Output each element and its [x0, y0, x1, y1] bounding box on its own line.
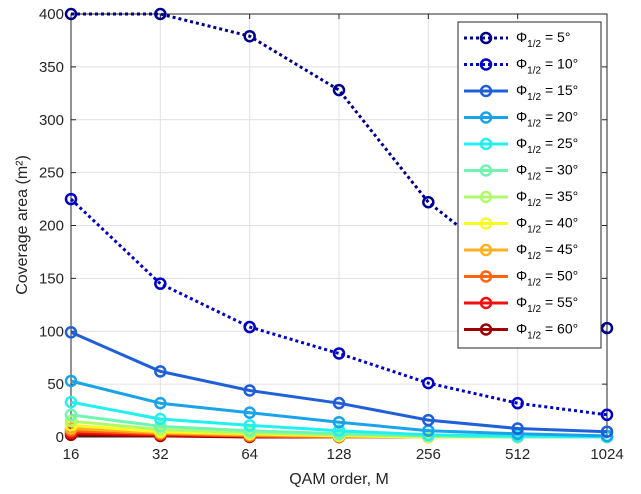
legend-label-7: Φ1/2 = 40°	[516, 215, 578, 236]
data-point-0-3	[332, 83, 346, 97]
data-point-1-0	[64, 192, 78, 206]
legend-label-3: Φ1/2 = 20°	[516, 109, 578, 130]
x-tick-label-3: 128	[326, 446, 351, 463]
legend-entry-3: Φ1/2 = 20°	[464, 109, 578, 130]
legend-entry-4: Φ1/2 = 25°	[464, 135, 578, 156]
legend-label-9: Φ1/2 = 50°	[516, 268, 578, 289]
y-tick-label-6: 300	[39, 112, 64, 129]
data-point-4-0	[64, 395, 78, 409]
y-tick-label-2: 100	[39, 323, 64, 340]
data-point-0-1	[154, 7, 167, 21]
legend-marker-2	[479, 84, 493, 98]
data-point-1-6	[600, 408, 614, 422]
data-point-3-2	[243, 406, 256, 419]
data-point-4-3	[332, 424, 346, 437]
x-tick-label-4: 256	[416, 446, 441, 463]
series-1	[64, 192, 614, 422]
data-point-2-1	[154, 365, 167, 378]
x-axis-label: QAM order, M	[289, 471, 389, 488]
y-tick-label-4: 200	[39, 218, 64, 235]
tick-labels: 16 32 64 128 256 512 1024 0 50 100 150 200 250 300 350…	[39, 6, 624, 463]
legend: Φ1/2 = 5° Φ1/2 = 10° Φ1/2 = 15° Φ1/2 = 20° Φ…	[457, 21, 602, 349]
data-point-1-4	[422, 376, 435, 390]
x-tick-label-5: 512	[505, 446, 530, 463]
data-point-0-6	[600, 321, 614, 335]
x-tick-label-6: 1024	[590, 446, 623, 463]
legend-entry-0: Φ1/2 = 5°	[464, 29, 570, 50]
legend-label-1: Φ1/2 = 10°	[516, 56, 578, 77]
legend-label-0: Φ1/2 = 5°	[516, 29, 570, 50]
data-point-1-3	[332, 347, 346, 360]
legend-entry-11: Φ1/2 = 60°	[464, 321, 578, 342]
legend-marker-1	[479, 58, 493, 71]
y-tick-label-5: 250	[39, 165, 64, 182]
y-tick-label-1: 50	[47, 376, 64, 393]
legend-marker-5	[479, 164, 493, 177]
legend-marker-8	[479, 243, 493, 257]
series-line-4	[70, 400, 608, 439]
legend-marker-3	[479, 111, 493, 124]
data-point-1-1	[154, 277, 167, 290]
x-tick-label-0: 16	[63, 446, 80, 463]
data-point-2-3	[332, 396, 346, 410]
legend-marker-11	[479, 323, 493, 336]
data-point-4-1	[154, 412, 167, 426]
data-point-3-0	[64, 374, 78, 388]
legend-entry-6: Φ1/2 = 35°	[464, 188, 578, 209]
data-point-0-0	[64, 7, 78, 21]
data-point-5-0	[64, 408, 78, 422]
data-point-0-4	[422, 195, 435, 209]
data-point-3-1	[154, 396, 167, 410]
legend-marker-4	[479, 137, 493, 151]
data-point-2-6	[600, 425, 614, 438]
x-tick-label-1: 32	[152, 446, 169, 463]
legend-marker-7	[479, 217, 493, 230]
x-tick-label-2: 64	[241, 446, 258, 463]
legend-entry-2: Φ1/2 = 15°	[464, 82, 578, 103]
data-point-1-2	[243, 320, 256, 334]
legend-label-4: Φ1/2 = 25°	[516, 135, 578, 156]
y-tick-label-0: 0	[56, 429, 64, 446]
data-point-0-2	[243, 29, 256, 43]
legend-label-10: Φ1/2 = 55°	[516, 294, 578, 315]
data-point-2-2	[243, 384, 256, 397]
data-point-2-5	[511, 422, 524, 435]
legend-entry-9: Φ1/2 = 50°	[464, 268, 578, 289]
y-tick-label-7: 350	[39, 59, 64, 76]
legend-marker-10	[479, 296, 493, 310]
data-point-4-2	[243, 419, 256, 432]
legend-label-11: Φ1/2 = 60°	[516, 321, 578, 342]
legend-marker-9	[479, 270, 493, 283]
legend-marker-0	[479, 31, 493, 45]
y-tick-label-3: 150	[39, 270, 64, 287]
y-axis-label: Coverage area (m²)	[14, 155, 31, 295]
legend-box	[457, 21, 602, 349]
legend-entry-1: Φ1/2 = 10°	[464, 56, 578, 77]
data-point-2-0	[64, 326, 78, 339]
series-layer	[64, 7, 614, 444]
series-2	[64, 326, 614, 438]
legend-label-2: Φ1/2 = 15°	[516, 82, 578, 103]
data-point-3-3	[332, 415, 346, 429]
legend-marker-6	[479, 190, 493, 204]
y-tick-label-8: 400	[39, 6, 64, 23]
data-point-5-1	[154, 420, 167, 433]
legend-entry-8: Φ1/2 = 45°	[464, 241, 578, 262]
legend-entry-7: Φ1/2 = 40°	[464, 215, 578, 236]
legend-entry-5: Φ1/2 = 30°	[464, 162, 578, 183]
data-point-2-4	[422, 413, 435, 427]
data-point-1-5	[511, 396, 524, 410]
legend-entry-10: Φ1/2 = 55°	[464, 294, 578, 315]
legend-label-5: Φ1/2 = 30°	[516, 162, 578, 183]
legend-label-8: Φ1/2 = 45°	[516, 241, 578, 262]
series-line-2	[70, 330, 608, 434]
legend-label-6: Φ1/2 = 35°	[516, 188, 578, 209]
